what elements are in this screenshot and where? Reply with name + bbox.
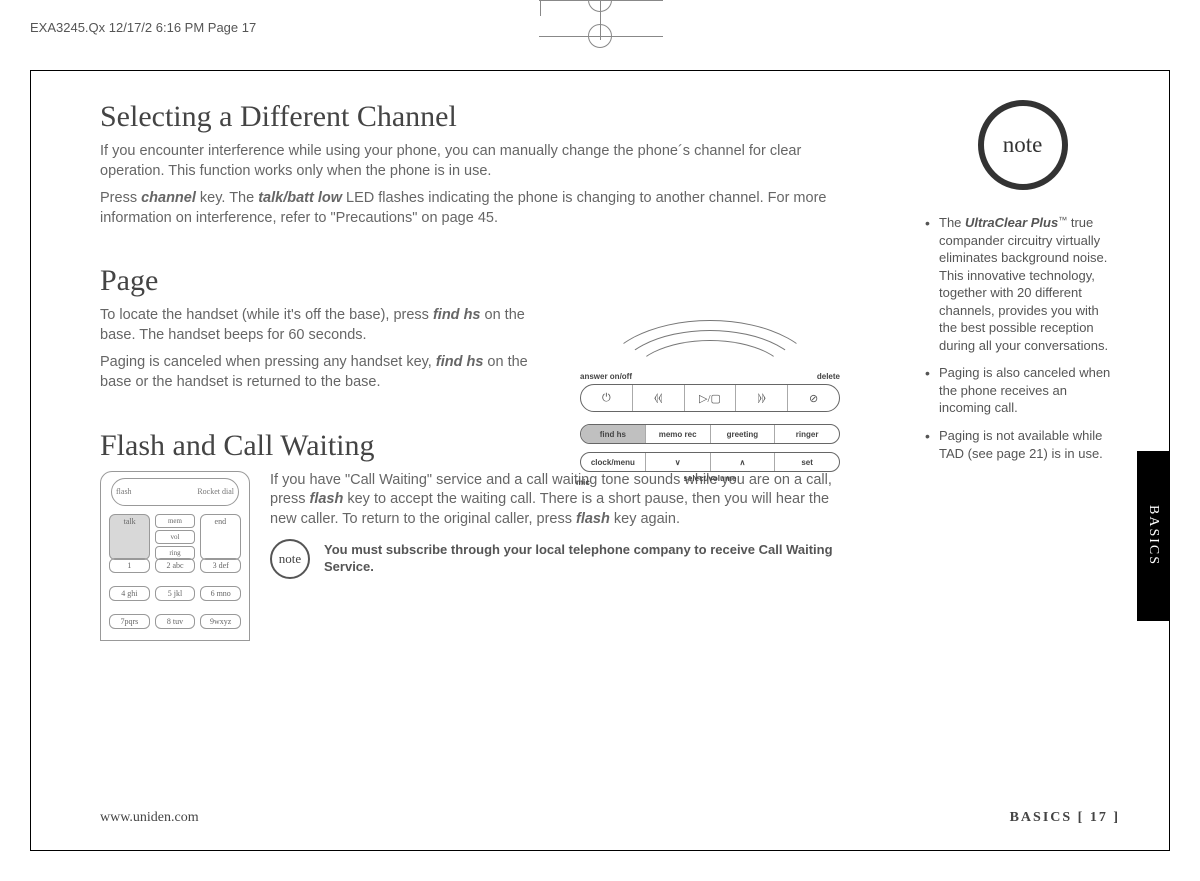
sidebar-bullet-3: Paging is not available while TAD (see p… — [925, 427, 1120, 462]
heading-page: Page — [100, 264, 840, 298]
handset-diagram: flash Rocket dial talk mem vol ring end … — [100, 471, 250, 641]
print-header: EXA3245.Qx 12/17/2 6:16 PM Page 17 — [30, 20, 256, 35]
inline-note: note You must subscribe through your loc… — [270, 539, 840, 579]
mic-label: mic — [576, 478, 590, 487]
talk-key: talk — [109, 514, 150, 560]
forward-icon: ⦊⦊ — [736, 385, 788, 411]
note-badge: note — [978, 100, 1068, 190]
set-key: set — [775, 453, 839, 471]
power-icon: ⏻ — [581, 385, 633, 411]
end-key: end — [200, 514, 241, 560]
page-footer: www.uniden.com BASICS [ 17 ] — [100, 810, 1120, 826]
up-key: ∧ — [711, 453, 776, 471]
label-answer: answer on/off — [580, 372, 632, 381]
delete-icon: ⊘ — [788, 385, 839, 411]
heading-channel: Selecting a Different Channel — [100, 100, 840, 134]
para-page-1: To locate the handset (while it's off th… — [100, 306, 560, 345]
crop-mark-top — [540, 0, 660, 40]
rewind-icon: ⦉⦉ — [633, 385, 685, 411]
inline-note-text: You must subscribe through your local te… — [324, 542, 840, 576]
crop-mark-bottom — [540, 0, 660, 40]
select-volume-label: select/volume — [580, 474, 840, 483]
label-delete: delete — [817, 372, 840, 381]
down-key: ∨ — [646, 453, 711, 471]
ringer-key: ringer — [775, 425, 839, 443]
play-stop-icon: ▷/▢ — [685, 385, 737, 411]
sidebar-notes: note The UltraClear Plus™ true compander… — [925, 100, 1120, 472]
para-page-2: Paging is canceled when pressing any han… — [100, 353, 560, 392]
clock-menu-key: clock/menu — [581, 453, 646, 471]
sidebar-bullet-2: Paging is also canceled when the phone r… — [925, 364, 1120, 417]
greeting-key: greeting — [711, 425, 776, 443]
base-diagram: answer on/off delete ⏻ ⦉⦉ ▷/▢ ⦊⦊ ⊘ find … — [580, 330, 840, 490]
find-hs-key: find hs — [581, 425, 646, 443]
note-icon: note — [270, 539, 310, 579]
para-channel-1: If you encounter interference while usin… — [100, 142, 840, 181]
section-tab: BASICS — [1137, 451, 1169, 621]
sidebar-bullet-1: The UltraClear Plus™ true compander circ… — [925, 214, 1120, 354]
para-channel-2: Press channel key. The talk/batt low LED… — [100, 189, 840, 228]
memo-rec-key: memo rec — [646, 425, 711, 443]
footer-page: BASICS [ 17 ] — [1010, 810, 1120, 826]
footer-url: www.uniden.com — [100, 810, 199, 826]
